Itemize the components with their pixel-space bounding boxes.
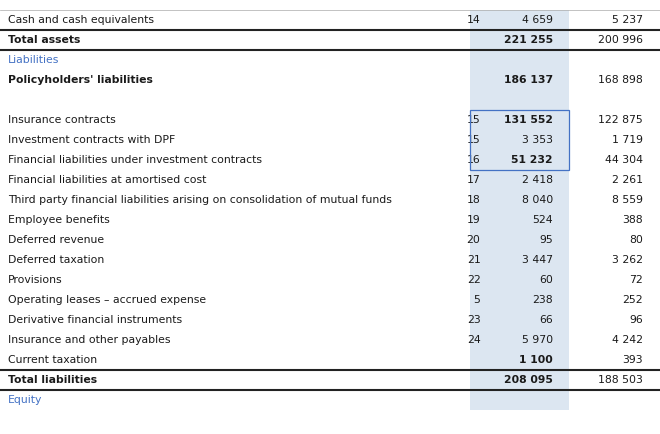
Text: 80: 80	[629, 235, 643, 245]
Text: 15: 15	[467, 115, 480, 125]
Text: Liabilities: Liabilities	[8, 55, 59, 65]
Text: 2 418: 2 418	[522, 175, 553, 185]
Text: Equity: Equity	[8, 395, 42, 405]
Text: 221 255: 221 255	[504, 35, 553, 45]
Text: 388: 388	[622, 215, 643, 225]
Text: 186 137: 186 137	[504, 75, 553, 85]
Text: 5 970: 5 970	[522, 335, 553, 345]
Text: Total assets: Total assets	[8, 35, 81, 45]
Text: 238: 238	[533, 295, 553, 305]
Text: 60: 60	[539, 275, 553, 285]
Text: 8 040: 8 040	[522, 195, 553, 205]
Text: Insurance and other payables: Insurance and other payables	[8, 335, 170, 345]
Text: 20: 20	[467, 235, 480, 245]
Text: Deferred revenue: Deferred revenue	[8, 235, 104, 245]
Text: 3 262: 3 262	[612, 255, 643, 265]
Text: Current taxation: Current taxation	[8, 355, 97, 365]
Text: Operating leases – accrued expense: Operating leases – accrued expense	[8, 295, 206, 305]
Text: 19: 19	[467, 215, 480, 225]
Text: 131 552: 131 552	[504, 115, 553, 125]
Text: Insurance contracts: Insurance contracts	[8, 115, 115, 125]
Text: Third party financial liabilities arising on consolidation of mutual funds: Third party financial liabilities arisin…	[8, 195, 392, 205]
Text: 24: 24	[467, 335, 480, 345]
Text: 21: 21	[467, 255, 480, 265]
Text: 252: 252	[622, 295, 643, 305]
Text: Provisions: Provisions	[8, 275, 63, 285]
Text: 2 261: 2 261	[612, 175, 643, 185]
Text: 18: 18	[467, 195, 480, 205]
Bar	[470, 10, 569, 410]
Text: 16: 16	[467, 155, 480, 165]
Text: 15: 15	[467, 135, 480, 145]
Text: 200 996: 200 996	[598, 35, 643, 45]
Text: 122 875: 122 875	[598, 115, 643, 125]
Text: Derivative financial instruments: Derivative financial instruments	[8, 315, 182, 325]
Text: 393: 393	[622, 355, 643, 365]
Text: 5: 5	[474, 295, 480, 305]
Text: Financial liabilities at amortised cost: Financial liabilities at amortised cost	[8, 175, 207, 185]
Text: 22: 22	[467, 275, 480, 285]
Text: 44 304: 44 304	[605, 155, 643, 165]
Text: 168 898: 168 898	[598, 75, 643, 85]
Text: Cash and cash equivalents: Cash and cash equivalents	[8, 15, 154, 25]
Text: 95: 95	[539, 235, 553, 245]
Text: 3 353: 3 353	[522, 135, 553, 145]
Text: Deferred taxation: Deferred taxation	[8, 255, 104, 265]
Text: 1 719: 1 719	[612, 135, 643, 145]
Text: 66: 66	[539, 315, 553, 325]
Text: Financial liabilities under investment contracts: Financial liabilities under investment c…	[8, 155, 262, 165]
Text: Employee benefits: Employee benefits	[8, 215, 110, 225]
Text: 4 659: 4 659	[522, 15, 553, 25]
Text: 208 095: 208 095	[504, 375, 553, 385]
Text: Policyholders' liabilities: Policyholders' liabilities	[8, 75, 153, 85]
Text: 3 447: 3 447	[522, 255, 553, 265]
Text: 524: 524	[533, 215, 553, 225]
Text: 14: 14	[467, 15, 480, 25]
Text: 17: 17	[467, 175, 480, 185]
Text: 5 237: 5 237	[612, 15, 643, 25]
Text: 188 503: 188 503	[598, 375, 643, 385]
Text: 4 242: 4 242	[612, 335, 643, 345]
Text: Total liabilities: Total liabilities	[8, 375, 97, 385]
Text: 72: 72	[629, 275, 643, 285]
Text: 1 100: 1 100	[519, 355, 553, 365]
Text: 51 232: 51 232	[512, 155, 553, 165]
Text: 96: 96	[629, 315, 643, 325]
Text: 23: 23	[467, 315, 480, 325]
Text: 8 559: 8 559	[612, 195, 643, 205]
Bar	[470, 110, 569, 170]
Text: Investment contracts with DPF: Investment contracts with DPF	[8, 135, 175, 145]
